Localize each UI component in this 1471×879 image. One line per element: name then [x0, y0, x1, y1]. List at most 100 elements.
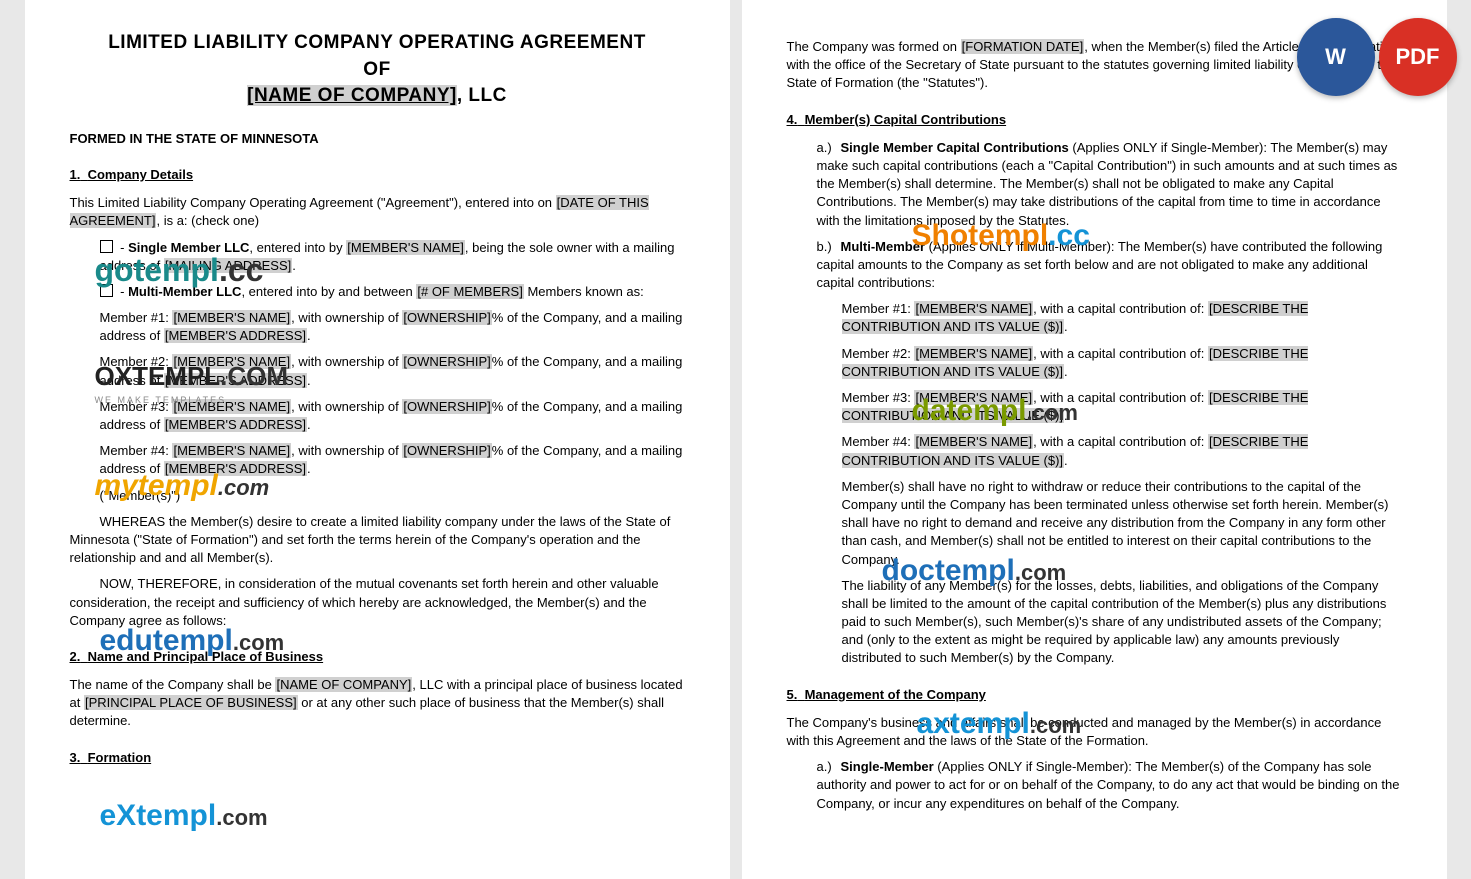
s4a: a.)Single Member Capital Contributions (…	[787, 139, 1402, 230]
m4-pre: Member #4:	[100, 443, 173, 458]
now-para: NOW, THEREFORE, in consideration of the …	[70, 575, 685, 630]
m1-name: [MEMBER'S NAME]	[172, 310, 291, 325]
s5a-bold: Single-Member	[841, 759, 934, 774]
whereas-para: WHEREAS the Member(s) desire to create a…	[70, 513, 685, 568]
cm3-name: [MEMBER'S NAME]	[914, 390, 1033, 405]
opt2-label: Multi-Member LLC	[128, 284, 241, 299]
m2-own: [OWNERSHIP]	[402, 354, 491, 369]
liability-para: The liability of any Member(s) for the l…	[787, 577, 1402, 668]
cm2-t: , with a capital contribution of:	[1033, 346, 1208, 361]
cm4-t: , with a capital contribution of:	[1033, 434, 1208, 449]
company-name-ph: [NAME OF COMPANY]	[247, 85, 457, 106]
num-members-ph: [# OF MEMBERS]	[416, 284, 523, 299]
np-a: The name of the Company shall be	[70, 677, 276, 692]
page-1: LIMITED LIABILITY COMPANY OPERATING AGRE…	[25, 0, 730, 879]
doc-title-3: [NAME OF COMPANY], LLC	[70, 83, 685, 110]
m3-own: [OWNERSHIP]	[402, 399, 491, 414]
m3-pre: Member #3:	[100, 399, 173, 414]
cm2-pre: Member #2:	[842, 346, 915, 361]
m4-name: [MEMBER'S NAME]	[172, 443, 291, 458]
pdf-badge[interactable]: PDF	[1379, 18, 1457, 96]
m2-oa: , with ownership of	[291, 354, 402, 369]
cap-m4: Member #4: [MEMBER'S NAME], with a capit…	[787, 433, 1402, 469]
page-container: LIMITED LIABILITY COMPANY OPERATING AGRE…	[0, 0, 1471, 879]
name-para: The name of the Company shall be [NAME O…	[70, 676, 685, 731]
s5a-lbl: a.)	[817, 758, 841, 776]
mail-addr-ph: [MAILING ADDRESS]	[164, 258, 292, 273]
doc-title-2: OF	[70, 57, 685, 84]
s4a-bold: Single Member Capital Contributions	[841, 140, 1069, 155]
m3-name: [MEMBER'S NAME]	[172, 399, 291, 414]
wm-extempl-dom: .com	[216, 805, 267, 830]
member-name-ph: [MEMBER'S NAME]	[346, 240, 465, 255]
s2-title: Name and Principal Place of Business	[88, 649, 324, 664]
m3-oa: , with ownership of	[291, 399, 402, 414]
np-ppb: [PRINCIPAL PLACE OF BUSINESS]	[84, 695, 298, 710]
opt1-label: Single Member LLC	[128, 240, 249, 255]
section-2-head: 2. Name and Principal Place of Business	[70, 648, 685, 666]
title-suffix: , LLC	[457, 85, 507, 106]
now-text: NOW, THEREFORE, in consideration of the …	[70, 576, 659, 627]
s1-num: 1.	[70, 167, 81, 182]
whereas-text: WHEREAS the Member(s) desire to create a…	[70, 514, 671, 565]
opt1-a: , entered into by	[249, 240, 346, 255]
section-1-head: 1. Company Details	[70, 166, 685, 184]
format-badges: W PDF	[1297, 18, 1457, 96]
cm4-name: [MEMBER'S NAME]	[914, 434, 1033, 449]
member-3: Member #3: [MEMBER'S NAME], with ownersh…	[70, 398, 685, 434]
fp-a: The Company was formed on	[787, 39, 961, 54]
intro-a: This Limited Liability Company Operating…	[70, 195, 556, 210]
wm-extempl-text: eXtempl	[100, 799, 217, 832]
s3-title: Formation	[88, 750, 152, 765]
s3-num: 3.	[70, 750, 81, 765]
opt2-b: Members known as:	[524, 284, 644, 299]
opt2-a: , entered into by and between	[241, 284, 416, 299]
s5-num: 5.	[787, 687, 798, 702]
m4-oa: , with ownership of	[291, 443, 402, 458]
cm1-pre: Member #1:	[842, 301, 915, 316]
s4b: b.)Multi-Member (Applies ONLY if Multi-M…	[787, 238, 1402, 293]
checkbox-single[interactable]	[100, 240, 113, 253]
intro-para: This Limited Liability Company Operating…	[70, 194, 685, 230]
opt-multi: - Multi-Member LLC, entered into by and …	[70, 283, 685, 301]
word-badge[interactable]: W	[1297, 18, 1375, 96]
mgmt-intro: The Company's business and affairs shall…	[787, 714, 1402, 750]
rights-para: Member(s) shall have no right to withdra…	[787, 478, 1402, 569]
cm4-pre: Member #4:	[842, 434, 915, 449]
formed-state: FORMED IN THE STATE OF MINNESOTA	[70, 130, 685, 148]
m1-own: [OWNERSHIP]	[402, 310, 491, 325]
members-def: ("Member(s)")	[70, 487, 685, 505]
m1-oa: , with ownership of	[291, 310, 402, 325]
s5a: a.)Single-Member (Applies ONLY if Single…	[787, 758, 1402, 813]
opt-single: - Single Member LLC, entered into by [ME…	[70, 239, 685, 275]
member-2: Member #2: [MEMBER'S NAME], with ownersh…	[70, 353, 685, 389]
m2-addr: [MEMBER'S ADDRESS]	[164, 373, 307, 388]
m2-pre: Member #2:	[100, 354, 173, 369]
section-5-head: 5. Management of the Company	[787, 686, 1402, 704]
page-2: W PDF The Company was formed on [FORMATI…	[742, 0, 1447, 879]
doc-title-1: LIMITED LIABILITY COMPANY OPERATING AGRE…	[70, 30, 685, 57]
s1-title: Company Details	[88, 167, 193, 182]
m4-own: [OWNERSHIP]	[402, 443, 491, 458]
s2-num: 2.	[70, 649, 81, 664]
m1-addr: [MEMBER'S ADDRESS]	[164, 328, 307, 343]
checkbox-multi[interactable]	[100, 284, 113, 297]
s4a-lbl: a.)	[817, 139, 841, 157]
member-1: Member #1: [MEMBER'S NAME], with ownersh…	[70, 309, 685, 345]
cap-m1: Member #1: [MEMBER'S NAME], with a capit…	[787, 300, 1402, 336]
s4b-bold: Multi-Member	[841, 239, 926, 254]
member-4: Member #4: [MEMBER'S NAME], with ownersh…	[70, 442, 685, 478]
s4b-lbl: b.)	[817, 238, 841, 256]
fp-date: [FORMATION DATE]	[961, 39, 1085, 54]
s4-title: Member(s) Capital Contributions	[805, 112, 1007, 127]
cm3-pre: Member #3:	[842, 390, 915, 405]
cm2-name: [MEMBER'S NAME]	[914, 346, 1033, 361]
section-3-head: 3. Formation	[70, 749, 685, 767]
m1-pre: Member #1:	[100, 310, 173, 325]
cm1-t: , with a capital contribution of:	[1033, 301, 1208, 316]
intro-b: , is a: (check one)	[156, 213, 259, 228]
cap-m3: Member #3: [MEMBER'S NAME], with a capit…	[787, 389, 1402, 425]
cm1-name: [MEMBER'S NAME]	[914, 301, 1033, 316]
word-badge-label: W	[1325, 42, 1346, 73]
cap-m2: Member #2: [MEMBER'S NAME], with a capit…	[787, 345, 1402, 381]
